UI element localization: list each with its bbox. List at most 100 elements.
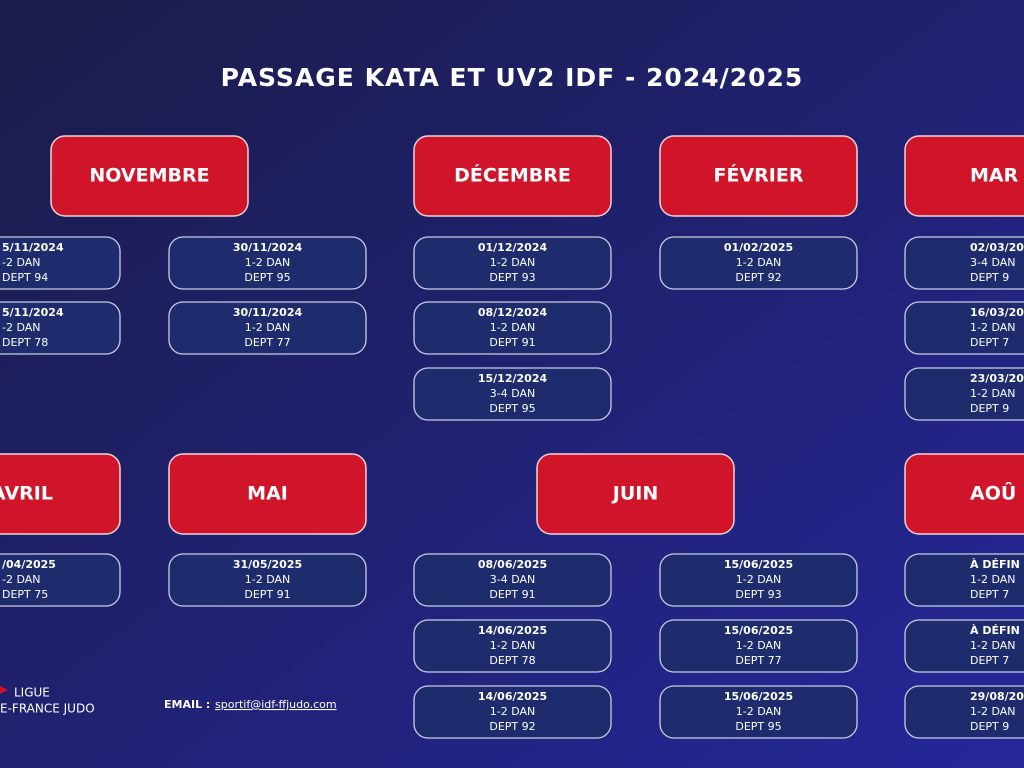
session-date: 08/12/2024 bbox=[478, 306, 548, 319]
session-date: 15/06/2025 bbox=[724, 558, 793, 571]
session-card bbox=[904, 685, 1024, 739]
session-dept: DEPT 7 bbox=[970, 336, 1009, 349]
session-level: 1-2 DAN bbox=[490, 705, 536, 718]
session-level: 3-4 DAN bbox=[970, 256, 1016, 269]
session-dept: DEPT 77 bbox=[244, 336, 290, 349]
session-date: 31/05/2025 bbox=[233, 558, 302, 571]
session-level: 1-2 DAN bbox=[490, 256, 536, 269]
session-dept: DEPT 77 bbox=[735, 654, 781, 667]
month-header bbox=[50, 135, 249, 217]
session-card bbox=[168, 236, 367, 290]
session-card bbox=[413, 236, 612, 290]
session-level: 1-2 DAN bbox=[736, 705, 782, 718]
session-date: 5/11/2024 bbox=[2, 241, 64, 254]
month-header bbox=[659, 135, 858, 217]
session-date: 30/11/2024 bbox=[233, 306, 303, 319]
session-level: 1-2 DAN bbox=[490, 321, 536, 334]
session-dept: DEPT 95 bbox=[244, 271, 290, 284]
month-header bbox=[168, 453, 367, 535]
session-level: 1-2 DAN bbox=[490, 639, 536, 652]
session-level: 1-2 DAN bbox=[245, 573, 291, 586]
session-card bbox=[904, 619, 1024, 673]
session-level: 1-2 DAN bbox=[970, 705, 1016, 718]
session-dept: DEPT 92 bbox=[735, 271, 781, 284]
month-header bbox=[904, 453, 1024, 535]
session-card bbox=[413, 367, 612, 421]
session-dept: DEPT 91 bbox=[244, 588, 290, 601]
session-card bbox=[659, 236, 858, 290]
session-dept: DEPT 95 bbox=[489, 402, 535, 415]
session-level: 1-2 DAN bbox=[970, 321, 1016, 334]
month-header bbox=[0, 453, 121, 535]
session-card bbox=[904, 553, 1024, 607]
month-name: DÉCEMBRE bbox=[454, 164, 571, 187]
session-dept: DEPT 93 bbox=[735, 588, 781, 601]
session-level: 1-2 DAN bbox=[970, 639, 1016, 652]
session-date: 01/12/2024 bbox=[478, 241, 548, 254]
session-level: 1-2 DAN bbox=[970, 573, 1016, 586]
session-card bbox=[904, 367, 1024, 421]
session-card bbox=[0, 553, 121, 607]
logo-line: LIGUE bbox=[14, 686, 50, 700]
session-date: 15/06/2025 bbox=[724, 690, 793, 703]
month-name: NOVEMBRE bbox=[89, 165, 209, 187]
session-dept: DEPT 93 bbox=[489, 271, 535, 284]
session-date: 02/03/20 bbox=[970, 241, 1024, 254]
session-dept: DEPT 9 bbox=[970, 271, 1009, 284]
email-label: EMAIL : bbox=[164, 698, 210, 711]
session-date: À DÉFIN bbox=[970, 558, 1020, 571]
email-link[interactable]: sportif@idf-ffjudo.com bbox=[215, 698, 337, 711]
session-date: 23/03/20 bbox=[970, 372, 1024, 385]
session-dept: DEPT 78 bbox=[2, 336, 48, 349]
session-card bbox=[0, 301, 121, 355]
session-card bbox=[659, 619, 858, 673]
session-date: 14/06/2025 bbox=[478, 690, 547, 703]
session-dept: DEPT 75 bbox=[2, 588, 48, 601]
session-date: 08/06/2025 bbox=[478, 558, 547, 571]
session-date: /04/2025 bbox=[2, 558, 56, 571]
session-dept: DEPT 91 bbox=[489, 588, 535, 601]
session-card bbox=[904, 236, 1024, 290]
month-name: MAR bbox=[970, 165, 1019, 187]
session-level: -2 DAN bbox=[2, 573, 41, 586]
month-name: FÉVRIER bbox=[714, 164, 804, 187]
session-dept: DEPT 92 bbox=[489, 720, 535, 733]
session-card bbox=[659, 553, 858, 607]
session-dept: DEPT 9 bbox=[970, 402, 1009, 415]
session-date: 14/06/2025 bbox=[478, 624, 547, 637]
title: PASSAGE KATA ET UV2 IDF - 2024/2025 bbox=[221, 63, 804, 92]
session-date: 29/08/20 bbox=[970, 690, 1024, 703]
session-card bbox=[413, 553, 612, 607]
logo-mark bbox=[0, 686, 8, 694]
session-date: 15/12/2024 bbox=[478, 372, 548, 385]
session-card bbox=[413, 619, 612, 673]
month-name: AVRIL bbox=[0, 483, 53, 505]
month-header bbox=[536, 453, 735, 535]
session-level: -2 DAN bbox=[2, 256, 41, 269]
session-level: 1-2 DAN bbox=[970, 387, 1016, 400]
session-card bbox=[413, 301, 612, 355]
session-dept: DEPT 95 bbox=[735, 720, 781, 733]
session-date: 01/02/2025 bbox=[724, 241, 793, 254]
session-level: -2 DAN bbox=[2, 321, 41, 334]
session-level: 3-4 DAN bbox=[490, 387, 536, 400]
session-card bbox=[659, 685, 858, 739]
month-header bbox=[413, 135, 612, 217]
session-dept: DEPT 7 bbox=[970, 588, 1009, 601]
session-dept: DEPT 91 bbox=[489, 336, 535, 349]
session-level: 1-2 DAN bbox=[736, 639, 782, 652]
month-name: MAI bbox=[247, 483, 288, 505]
session-level: 1-2 DAN bbox=[736, 256, 782, 269]
session-card bbox=[0, 236, 121, 290]
session-dept: DEPT 9 bbox=[970, 720, 1009, 733]
session-level: 3-4 DAN bbox=[490, 573, 536, 586]
session-dept: DEPT 78 bbox=[489, 654, 535, 667]
logo-line: E-FRANCE JUDO bbox=[0, 702, 95, 716]
session-card bbox=[904, 301, 1024, 355]
session-date: À DÉFIN bbox=[970, 624, 1020, 637]
session-date: 15/06/2025 bbox=[724, 624, 793, 637]
session-date: 30/11/2024 bbox=[233, 241, 303, 254]
month-name: AOÛ bbox=[970, 481, 1016, 505]
session-card bbox=[168, 553, 367, 607]
